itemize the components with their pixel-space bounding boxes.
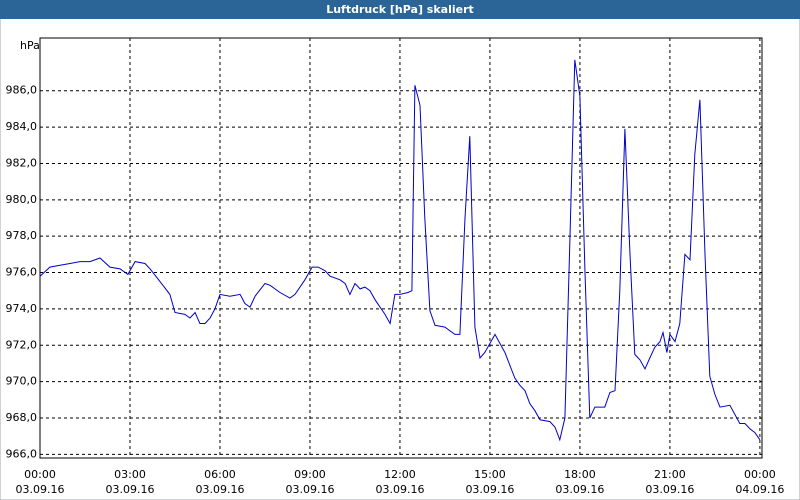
x-tick-label: 12:00 (384, 468, 416, 481)
x-tick-label: 03:00 (114, 468, 146, 481)
x-tick-date: 03.09.16 (645, 483, 694, 496)
x-tick-date: 03.09.16 (285, 483, 334, 496)
window-title: Luftdruck [hPa] skaliert (326, 3, 474, 16)
y-tick-label: 976,0 (6, 266, 38, 279)
x-tick-label: 00:00 (24, 468, 56, 481)
y-tick-label: 984,0 (6, 120, 38, 133)
x-tick-date: 03.09.16 (555, 483, 604, 496)
x-tick-label: 00:00 (744, 468, 776, 481)
x-tick-label: 18:00 (564, 468, 596, 481)
title-bar (0, 0, 800, 19)
x-tick-date: 03.09.16 (16, 483, 65, 496)
y-tick-label: 968,0 (6, 411, 38, 424)
y-tick-label: 970,0 (6, 375, 38, 388)
x-tick-label: 09:00 (294, 468, 326, 481)
x-tick-date: 04.09.16 (735, 483, 784, 496)
x-tick-date: 03.09.16 (465, 483, 514, 496)
x-tick-date: 03.09.16 (195, 483, 244, 496)
y-tick-label: 986,0 (6, 84, 38, 97)
x-tick-label: 06:00 (204, 468, 236, 481)
y-unit: hPa (20, 39, 40, 52)
data-line (39, 59, 761, 442)
y-tick-label: 972,0 (6, 338, 38, 351)
y-tick-label: 982,0 (6, 156, 38, 169)
y-tick-label: 978,0 (6, 229, 38, 242)
y-tick-label: 980,0 (6, 193, 38, 206)
x-tick-label: 21:00 (654, 468, 686, 481)
plot-area (39, 37, 763, 459)
y-tick-label: 966,0 (6, 447, 38, 460)
x-tick-label: 15:00 (474, 468, 506, 481)
x-tick-date: 03.09.16 (105, 483, 154, 496)
x-tick-date: 03.09.16 (375, 483, 424, 496)
y-tick-label: 974,0 (6, 302, 38, 315)
